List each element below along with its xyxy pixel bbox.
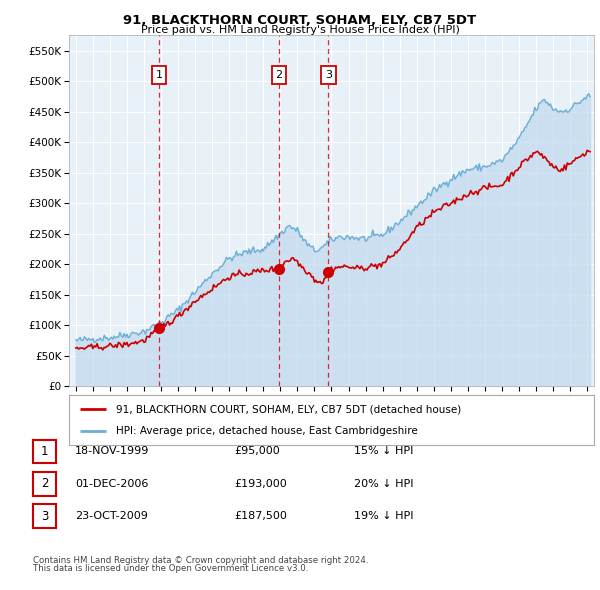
Text: 1: 1 xyxy=(155,70,163,80)
Text: 3: 3 xyxy=(41,510,48,523)
Text: 91, BLACKTHORN COURT, SOHAM, ELY, CB7 5DT: 91, BLACKTHORN COURT, SOHAM, ELY, CB7 5D… xyxy=(124,14,476,27)
Text: 1: 1 xyxy=(41,445,48,458)
Text: HPI: Average price, detached house, East Cambridgeshire: HPI: Average price, detached house, East… xyxy=(116,427,418,437)
Text: 18-NOV-1999: 18-NOV-1999 xyxy=(75,447,149,456)
Text: 3: 3 xyxy=(325,70,332,80)
Text: Price paid vs. HM Land Registry's House Price Index (HPI): Price paid vs. HM Land Registry's House … xyxy=(140,25,460,35)
Text: 91, BLACKTHORN COURT, SOHAM, ELY, CB7 5DT (detached house): 91, BLACKTHORN COURT, SOHAM, ELY, CB7 5D… xyxy=(116,404,461,414)
Text: 19% ↓ HPI: 19% ↓ HPI xyxy=(354,512,413,521)
Text: This data is licensed under the Open Government Licence v3.0.: This data is licensed under the Open Gov… xyxy=(33,565,308,573)
Text: 23-OCT-2009: 23-OCT-2009 xyxy=(75,512,148,521)
Text: 01-DEC-2006: 01-DEC-2006 xyxy=(75,479,148,489)
Text: 15% ↓ HPI: 15% ↓ HPI xyxy=(354,447,413,456)
Text: £187,500: £187,500 xyxy=(234,512,287,521)
Text: £95,000: £95,000 xyxy=(234,447,280,456)
Text: £193,000: £193,000 xyxy=(234,479,287,489)
Text: 2: 2 xyxy=(41,477,48,490)
Text: Contains HM Land Registry data © Crown copyright and database right 2024.: Contains HM Land Registry data © Crown c… xyxy=(33,556,368,565)
Text: 20% ↓ HPI: 20% ↓ HPI xyxy=(354,479,413,489)
Text: 2: 2 xyxy=(275,70,283,80)
